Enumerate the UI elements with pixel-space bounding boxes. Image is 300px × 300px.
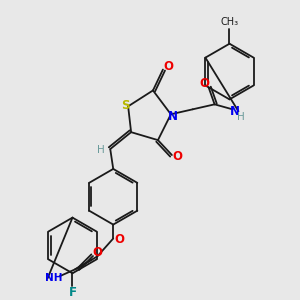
Text: N: N [230,105,239,118]
Text: O: O [173,149,183,163]
Text: O: O [200,77,210,90]
Text: S: S [121,99,129,112]
Text: O: O [114,233,124,246]
Text: F: F [68,286,76,299]
Text: H: H [98,145,105,155]
Text: H: H [237,112,244,122]
Text: O: O [163,60,173,73]
Text: N: N [168,110,178,123]
Text: O: O [92,246,102,259]
Text: CH₃: CH₃ [220,17,238,27]
Text: NH: NH [45,273,62,283]
